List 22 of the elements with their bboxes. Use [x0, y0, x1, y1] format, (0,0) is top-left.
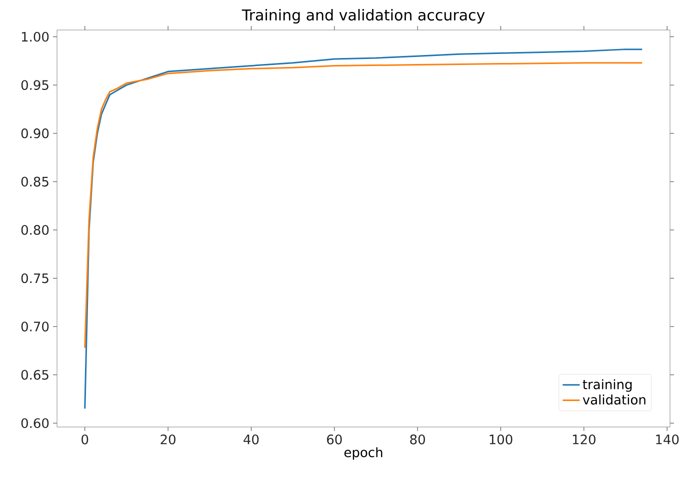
- y-tick-label: 0.70: [21, 322, 49, 332]
- line-series: [84, 62, 643, 349]
- y-tick-label: 0.90: [21, 128, 49, 138]
- x-tick-label: 140: [656, 434, 679, 444]
- legend-label: validation: [582, 394, 646, 405]
- x-tick-label: 0: [82, 434, 88, 444]
- x-tick-label: 60: [327, 434, 342, 444]
- y-tick-label: 0.75: [21, 273, 48, 284]
- y-tick-label: 0.65: [21, 370, 48, 380]
- x-tick-label: 20: [160, 434, 176, 444]
- x-tick-label: 80: [410, 434, 425, 444]
- x-tick-label: 100: [490, 434, 512, 444]
- y-tick-label: 0.85: [21, 176, 48, 187]
- y-tick-label: 0.80: [21, 225, 49, 235]
- x-axis-title: epoch: [344, 447, 382, 460]
- chart-title: Training and validation accuracy: [242, 8, 485, 24]
- legend-label: training: [582, 379, 632, 392]
- x-tick-label: 120: [572, 434, 596, 444]
- x-tick-label: 40: [244, 434, 259, 444]
- y-tick-label: 1.00: [22, 32, 49, 42]
- y-tick-label: 0.60: [21, 418, 49, 428]
- y-tick-label: 0.95: [21, 80, 48, 90]
